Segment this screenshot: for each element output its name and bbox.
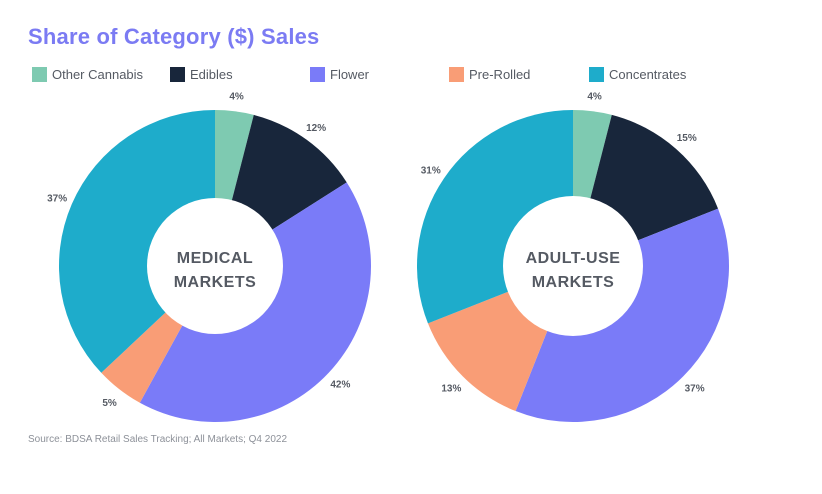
legend-item-edibles: Edibles	[170, 67, 233, 82]
legend-label: Flower	[330, 67, 370, 82]
medical-donut-hole	[147, 198, 283, 334]
legend-swatch	[449, 67, 464, 82]
medical-center-label: MEDICAL	[177, 250, 253, 267]
medical-data-label: 5%	[102, 398, 117, 409]
legend-swatch	[310, 67, 325, 82]
legend-item-pre-rolled: Pre-Rolled	[449, 67, 530, 82]
adult-use-center-label: ADULT-USE	[526, 250, 621, 267]
source-note: Source: BDSA Retail Sales Tracking; All …	[28, 434, 288, 445]
medical-center-label: MARKETS	[174, 274, 257, 291]
legend-label: Pre-Rolled	[469, 67, 531, 82]
legend-swatch	[170, 67, 185, 82]
adult-use-donut-hole	[503, 196, 643, 336]
adult-use-data-label: 15%	[677, 133, 697, 144]
chart-title: Share of Category ($) Sales	[28, 24, 320, 49]
adult-use-donut: 4% 15% 37% 13% 31% ADULT-USE MARKETS	[416, 91, 729, 422]
legend-swatch	[589, 67, 604, 82]
legend: Other Cannabis Edibles Flower Pre-Rolled…	[0, 67, 822, 85]
legend-item-concentrates: Concentrates	[589, 67, 686, 82]
medical-data-label: 42%	[330, 380, 350, 391]
legend-label: Edibles	[190, 67, 233, 82]
adult-use-data-label: 13%	[441, 384, 461, 395]
medical-slice-concentrates	[59, 110, 216, 373]
adult-use-data-label: 37%	[685, 384, 705, 395]
legend-swatch	[32, 67, 47, 82]
legend-item-flower: Flower	[310, 67, 369, 82]
legend-item-other-cannabis: Other Cannabis	[32, 67, 143, 82]
legend-label: Concentrates	[609, 67, 687, 82]
adult-use-data-label: 31%	[421, 165, 441, 176]
medical-data-label: 12%	[306, 123, 326, 134]
medical-data-label: 37%	[47, 194, 67, 205]
medical-donut: 4% 12% 42% 5% 37% MEDICAL MARKETS	[47, 91, 371, 422]
adult-use-center-label: MARKETS	[532, 274, 615, 291]
legend-label: Other Cannabis	[52, 67, 144, 82]
adult-use-data-label: 4%	[587, 91, 602, 102]
medical-data-label: 4%	[229, 91, 244, 102]
